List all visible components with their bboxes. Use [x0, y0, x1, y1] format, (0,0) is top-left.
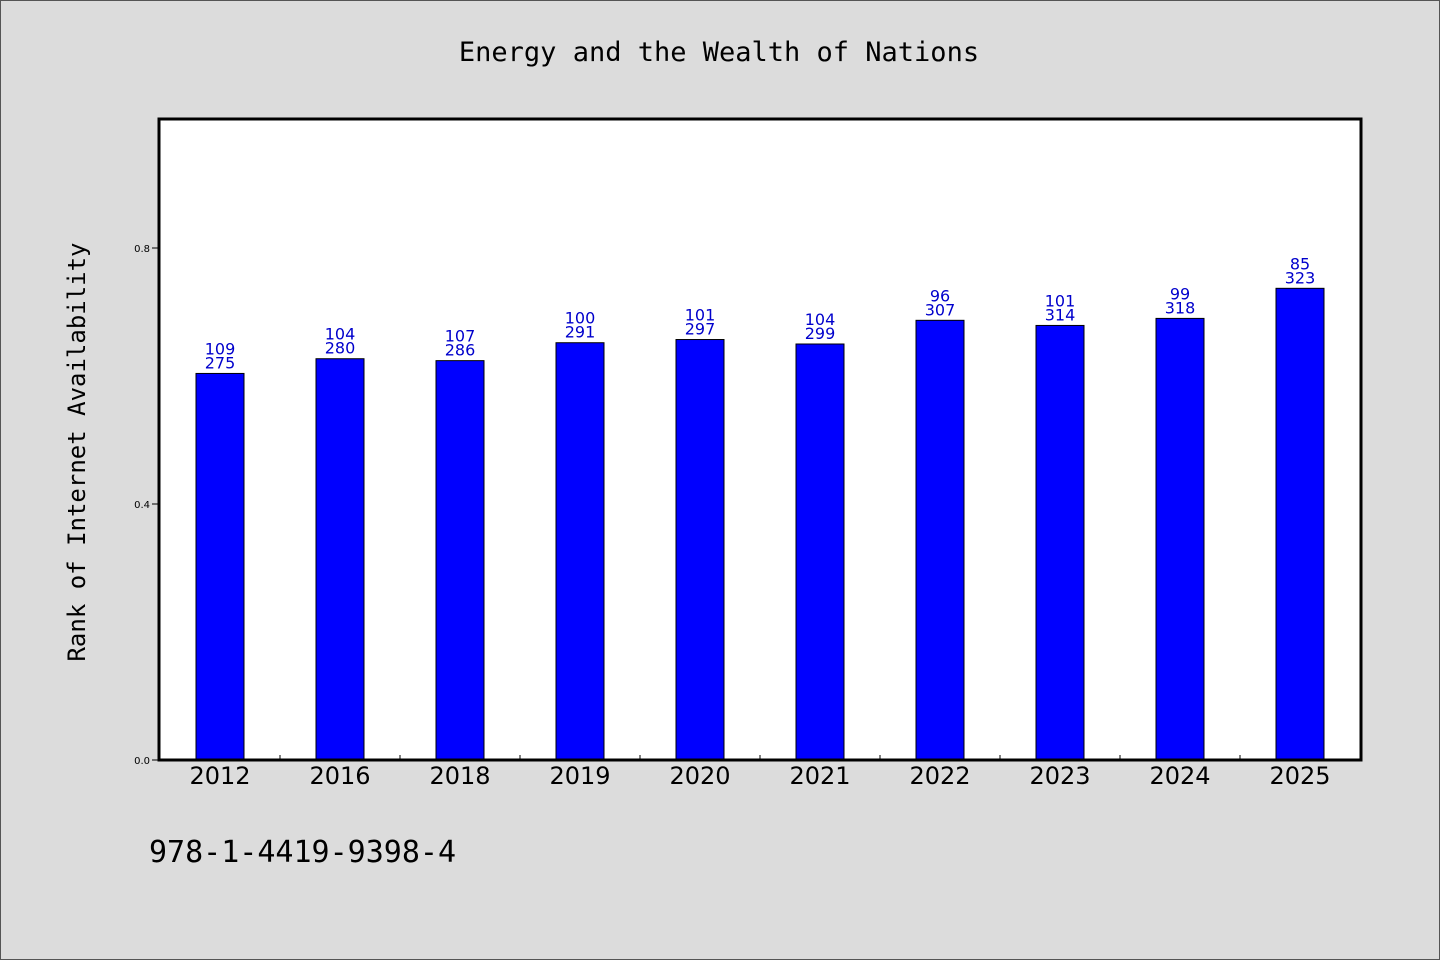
plot-frame: [157, 117, 1363, 762]
data-label-top-2023: 101: [1045, 291, 1076, 310]
data-label-top-2022: 96: [930, 286, 950, 305]
data-label-top-2025: 85: [1290, 254, 1310, 273]
data-label-bottom-2020: 297: [685, 320, 716, 339]
x-tick-label-2019: 2019: [549, 762, 610, 790]
y-tick-label-0.4: 0.4: [134, 500, 150, 511]
data-label-bottom-2025: 323: [1285, 268, 1316, 287]
y-axis: 0.0 0.4 0.8: [134, 244, 160, 767]
bar-2018: [435, 360, 485, 761]
x-tick-label-2012: 2012: [189, 762, 250, 790]
bar-2025: [1275, 287, 1325, 761]
data-labels: 1092751042801072861002911012971042999630…: [205, 254, 1316, 372]
x-tick-label-2021: 2021: [789, 762, 850, 790]
bar-2023: [1035, 324, 1085, 761]
bar-2024: [1155, 317, 1205, 761]
y-tick-label-0.0: 0.0: [134, 756, 150, 767]
bar-2016: [315, 358, 365, 761]
data-label-top-2016: 104: [325, 325, 356, 344]
data-label-bottom-2012: 275: [205, 353, 236, 372]
x-tick-label-2022: 2022: [909, 762, 970, 790]
bar-2022: [915, 319, 965, 761]
x-tick-label-2023: 2023: [1029, 762, 1090, 790]
x-tick-label-2020: 2020: [669, 762, 730, 790]
bar-2019: [555, 342, 605, 761]
data-label-bottom-2019: 291: [565, 323, 596, 342]
x-tick-label-2024: 2024: [1149, 762, 1210, 790]
chart-title: Energy and the Wealth of Nations: [459, 37, 979, 68]
data-label-top-2019: 100: [565, 309, 596, 328]
x-tick-label-2018: 2018: [429, 762, 490, 790]
data-label-top-2021: 104: [805, 310, 836, 329]
bar-2012: [195, 372, 245, 761]
data-label-bottom-2018: 286: [445, 341, 476, 360]
y-axis-label: Rank of Internet Availability: [63, 242, 91, 661]
data-label-bottom-2021: 299: [805, 324, 836, 343]
bar-2021: [795, 343, 845, 761]
data-label-bottom-2022: 307: [925, 300, 956, 319]
data-label-top-2018: 107: [445, 327, 476, 346]
y-tick-label-0.8: 0.8: [134, 244, 150, 255]
data-label-top-2012: 109: [205, 339, 236, 358]
x-axis: 2012 2016 2018 2019 2020 2021 2022 2023 2024 2025: [189, 755, 1331, 790]
x-tick-label-2025: 2025: [1269, 762, 1330, 790]
bar-2020: [675, 339, 725, 761]
x-tick-label-2016: 2016: [309, 762, 370, 790]
data-label-top-2020: 101: [685, 306, 716, 325]
data-label-bottom-2016: 280: [325, 339, 356, 358]
data-label-bottom-2024: 318: [1165, 298, 1196, 317]
data-label-top-2024: 99: [1170, 284, 1190, 303]
data-label-bottom-2023: 314: [1045, 305, 1076, 324]
bars: [195, 287, 1325, 761]
footer-isbn: 978-1-4419-9398-4: [149, 835, 456, 870]
